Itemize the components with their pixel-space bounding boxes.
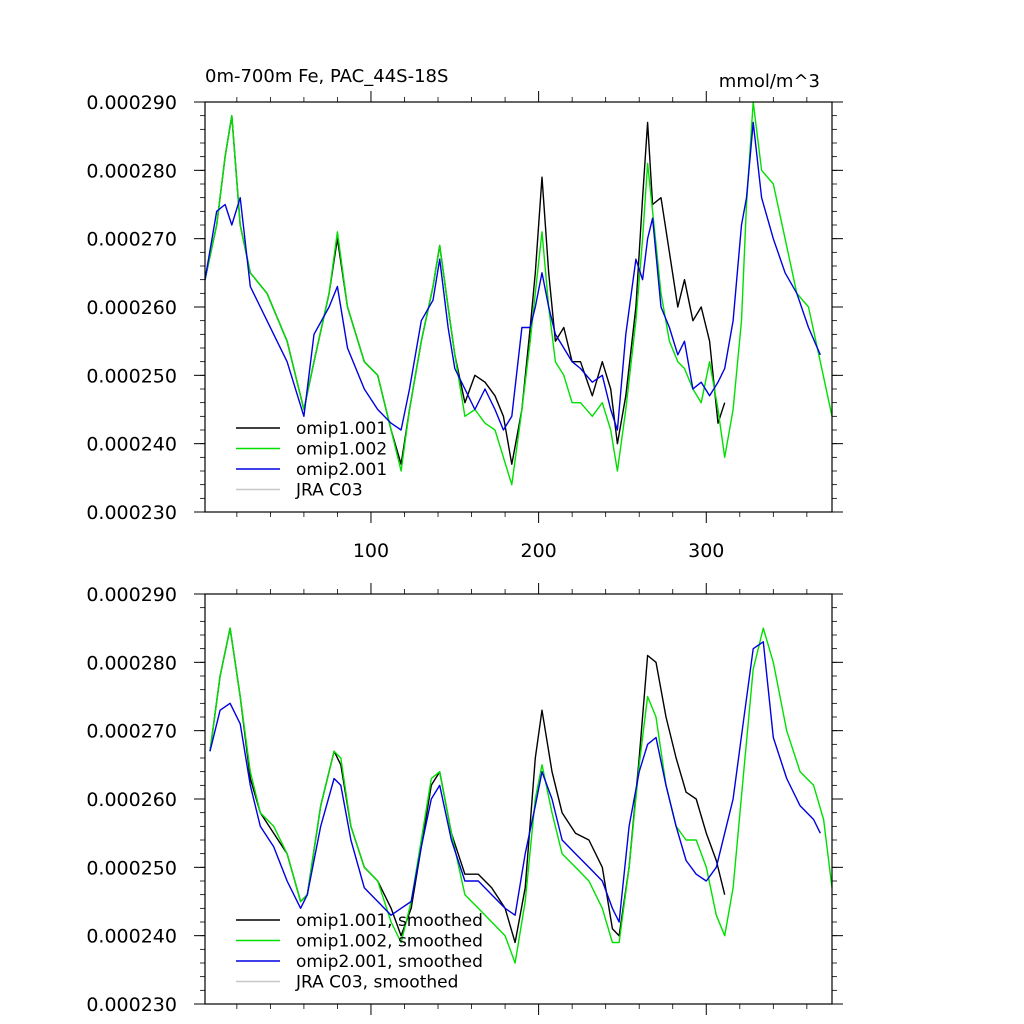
legend-label: omip2.001, smoothed [296,952,483,972]
y-tick-label: 0.000280 [86,652,177,674]
x-tick-label: 100 [353,540,389,562]
upper-panel-title: 0m-700m Fe, PAC_44S-18S [205,66,448,87]
series-line-0 [209,627,726,944]
legend-label: omip1.001, smoothed [296,911,483,931]
series-line-1 [209,627,833,964]
units-label: mmol/m^3 [719,71,820,92]
y-tick-label: 0.000280 [86,160,177,182]
y-tick-label: 0.000260 [86,789,177,811]
upper-panel: 0m-700m Fe, PAC_44S-18S mmol/m^3 0.00023… [86,66,843,562]
lower-plot-frame [204,593,833,1005]
upper-tick-group: 0.000230 0.000240 0.000250 0.000260 0.000270… [86,91,843,562]
upper-plot-frame [204,101,833,513]
y-tick-label: 0.000290 [86,92,177,114]
legend-label: omip1.002, smoothed [296,932,483,952]
y-tick-label: 0.000250 [86,857,177,879]
lower-panel: 0.000230 0.000240 0.000250 0.000260 0.000270… [86,583,843,1016]
y-tick-label: 0.000290 [86,584,177,606]
upper-series-group [204,101,833,486]
series-line-2 [209,641,821,923]
x-tick-label: 200 [520,540,556,562]
legend-label: omip1.002 [296,440,387,460]
y-tick-label: 0.000270 [86,721,177,743]
y-tick-label: 0.000240 [86,926,177,948]
y-tick-label: 0.000270 [86,229,177,251]
lower-series-group [209,627,833,964]
x-tick-label: 300 [688,540,724,562]
y-tick-label: 0.000240 [86,434,177,456]
legend-label: omip2.001 [296,460,387,480]
y-tick-label: 0.000230 [86,502,177,524]
y-tick-label: 0.000250 [86,365,177,387]
legend-label: omip1.001 [296,419,387,439]
y-tick-label: 0.000260 [86,297,177,319]
series-line-2 [204,121,821,431]
legend-label: JRA C03, smoothed [295,973,458,993]
y-tick-label: 0.000230 [86,994,177,1016]
lower-tick-group: 0.000230 0.000240 0.000250 0.000260 0.000270… [86,583,843,1016]
legend-label: JRA C03 [295,481,363,501]
